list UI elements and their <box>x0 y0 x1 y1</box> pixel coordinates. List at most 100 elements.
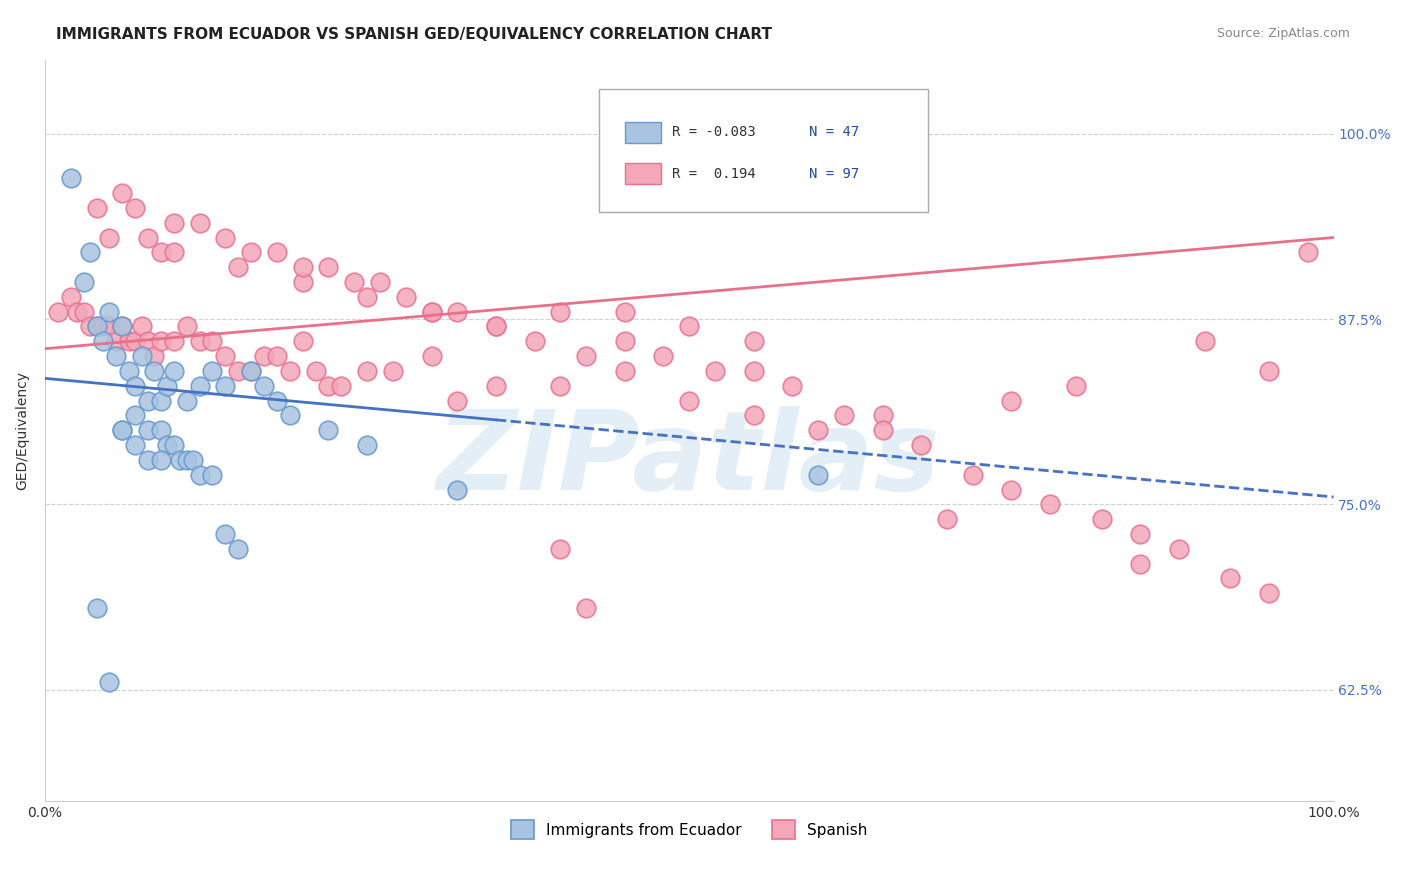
Point <box>124 409 146 423</box>
Point <box>368 275 391 289</box>
Point <box>356 290 378 304</box>
Point <box>143 364 166 378</box>
Point <box>124 201 146 215</box>
Point <box>550 304 572 318</box>
Point <box>1258 364 1281 378</box>
Point <box>59 171 82 186</box>
Point <box>91 334 114 349</box>
Point <box>395 290 418 304</box>
Point <box>266 349 288 363</box>
Point <box>136 423 159 437</box>
Point <box>169 453 191 467</box>
Point <box>136 393 159 408</box>
Point <box>131 319 153 334</box>
Point <box>613 364 636 378</box>
Point <box>613 304 636 318</box>
Point <box>188 467 211 482</box>
Text: R = -0.083: R = -0.083 <box>672 125 756 139</box>
Point <box>46 304 69 318</box>
Point <box>240 364 263 378</box>
Point <box>1129 557 1152 571</box>
Point <box>318 423 340 437</box>
Point <box>343 275 366 289</box>
Point <box>86 319 108 334</box>
Point <box>118 364 141 378</box>
Point <box>111 319 134 334</box>
Point <box>214 378 236 392</box>
Point <box>291 275 314 289</box>
Point <box>79 245 101 260</box>
Point <box>163 364 186 378</box>
Point <box>1167 541 1189 556</box>
Point <box>201 364 224 378</box>
Point <box>111 186 134 200</box>
Point <box>253 378 276 392</box>
Point <box>575 601 598 615</box>
Point <box>742 334 765 349</box>
Point <box>446 483 468 497</box>
Point <box>550 378 572 392</box>
Point <box>1129 527 1152 541</box>
Point <box>356 438 378 452</box>
Point <box>111 423 134 437</box>
Point <box>98 675 121 690</box>
Point <box>910 438 932 452</box>
Point <box>156 378 179 392</box>
Point <box>1258 586 1281 600</box>
Point <box>872 409 894 423</box>
Point <box>1090 512 1112 526</box>
Point <box>176 453 198 467</box>
Point <box>163 245 186 260</box>
Point <box>214 527 236 541</box>
Point <box>240 364 263 378</box>
Point <box>124 438 146 452</box>
Point <box>104 334 127 349</box>
Point <box>149 423 172 437</box>
Point <box>446 393 468 408</box>
FancyBboxPatch shape <box>624 122 661 143</box>
Point <box>188 334 211 349</box>
Point <box>807 467 830 482</box>
Point <box>111 423 134 437</box>
Text: Source: ZipAtlas.com: Source: ZipAtlas.com <box>1216 27 1350 40</box>
Point <box>98 319 121 334</box>
Text: ZIPatlas: ZIPatlas <box>437 407 941 514</box>
Point <box>163 334 186 349</box>
Point <box>575 349 598 363</box>
Point <box>1064 378 1087 392</box>
Text: N = 97: N = 97 <box>808 167 859 181</box>
Legend: Immigrants from Ecuador, Spanish: Immigrants from Ecuador, Spanish <box>505 814 873 845</box>
Point <box>201 334 224 349</box>
Point <box>136 334 159 349</box>
Point <box>704 364 727 378</box>
Point <box>226 260 249 275</box>
Point <box>278 364 301 378</box>
Point <box>291 334 314 349</box>
Text: R =  0.194: R = 0.194 <box>672 167 756 181</box>
Point <box>214 349 236 363</box>
Point <box>420 304 443 318</box>
Point <box>742 364 765 378</box>
Point <box>188 378 211 392</box>
Point <box>163 438 186 452</box>
Point <box>240 245 263 260</box>
Point <box>318 378 340 392</box>
Point <box>678 319 700 334</box>
Point <box>420 349 443 363</box>
Point <box>1219 572 1241 586</box>
Point <box>86 201 108 215</box>
Point <box>652 349 675 363</box>
Point <box>72 275 94 289</box>
Point <box>872 423 894 437</box>
Point <box>1194 334 1216 349</box>
Point <box>266 393 288 408</box>
Point <box>66 304 89 318</box>
Point <box>523 334 546 349</box>
Point <box>86 319 108 334</box>
Point <box>550 541 572 556</box>
Point <box>1296 245 1319 260</box>
Point <box>149 334 172 349</box>
Point <box>72 304 94 318</box>
Point <box>149 245 172 260</box>
Point <box>446 304 468 318</box>
